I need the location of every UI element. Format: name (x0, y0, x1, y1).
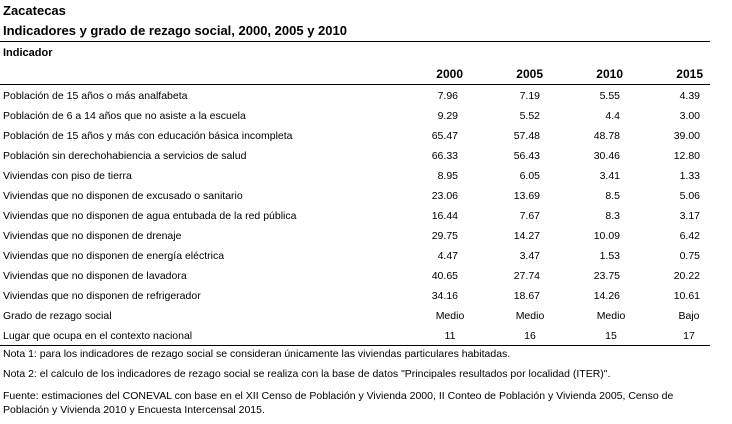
cell-value: Medio (515, 310, 545, 322)
indicator-column-header: Indicador (3, 47, 53, 59)
cell-value: 11 (444, 330, 456, 342)
rule-bottom (0, 345, 710, 346)
table-row-grado: Grado de rezago social Medio Medio Medio… (0, 306, 732, 326)
note-1: Nota 1: para los indicadores de rezago s… (3, 348, 511, 360)
year-header: 2000 (436, 67, 463, 81)
cell-value: 65.47 (431, 130, 458, 142)
cell-value: 7.19 (519, 90, 540, 102)
row-label: Viviendas que no disponen de drenaje (3, 230, 182, 242)
cell-value: 29.75 (431, 230, 458, 242)
cell-value: 56.43 (513, 150, 540, 162)
cell-value: 5.52 (519, 110, 540, 122)
cell-value: 48.78 (593, 130, 620, 142)
rule-top (0, 41, 710, 42)
cell-value: 18.67 (513, 290, 540, 302)
row-label: Población de 15 años o más analfabeta (3, 90, 188, 102)
cell-value: 10.61 (673, 290, 700, 302)
row-label: Población de 6 a 14 años que no asiste a… (3, 110, 246, 122)
year-header: 2015 (676, 67, 703, 81)
cell-value: 1.33 (679, 170, 700, 182)
table-row: Viviendas que no disponen de lavadora 40… (0, 266, 732, 286)
cell-value: 8.5 (605, 190, 620, 202)
cell-value: 17 (683, 330, 695, 342)
cell-value: 10.09 (593, 230, 620, 242)
cell-value: 23.06 (431, 190, 458, 202)
cell-value: 6.42 (679, 230, 700, 242)
table-row: Viviendas que no disponen de refrigerado… (0, 286, 732, 306)
note-2: Nota 2: el calculo de los indicadores de… (3, 368, 611, 380)
cell-value: 6.05 (519, 170, 540, 182)
table-row: Población de 15 años y más con educación… (0, 126, 732, 146)
source-note: Fuente: estimaciones del CONEVAL con bas… (3, 390, 674, 416)
cell-value: 57.48 (513, 130, 540, 142)
cell-value: 66.33 (431, 150, 458, 162)
cell-value: Medio (596, 310, 626, 322)
notes: Nota 1: para los indicadores de rezago s… (3, 347, 723, 417)
cell-value: 3.17 (679, 210, 700, 222)
row-label: Lugar que ocupa en el contexto nacional (3, 330, 193, 342)
row-label: Grado de rezago social (3, 310, 112, 322)
year-header-row: 2000 2005 2010 2015 (0, 66, 732, 82)
cell-value: 34.16 (431, 290, 458, 302)
rule-header (0, 84, 710, 85)
cell-value: 4.4 (605, 110, 620, 122)
row-label: Población sin derechohabiencia a servici… (3, 150, 247, 162)
cell-value: 13.69 (513, 190, 540, 202)
table-row: Población de 6 a 14 años que no asiste a… (0, 106, 732, 126)
cell-value: 5.06 (679, 190, 700, 202)
table-row: Viviendas que no disponen de energía elé… (0, 246, 732, 266)
cell-value: 39.00 (673, 130, 700, 142)
cell-value: 30.46 (593, 150, 620, 162)
cell-value: 20.22 (673, 270, 700, 282)
cell-value: 1.53 (599, 250, 620, 262)
cell-value: 3.41 (599, 170, 620, 182)
table-row: Viviendas que no disponen de excusado o … (0, 186, 732, 206)
row-label: Viviendas que no disponen de energía elé… (3, 250, 225, 262)
cell-value: 12.80 (673, 150, 700, 162)
cell-value: 23.75 (593, 270, 620, 282)
table-row-lugar: Lugar que ocupa en el contexto nacional … (0, 326, 732, 346)
page-title: Zacatecas (3, 3, 66, 18)
cell-value: 40.65 (431, 270, 458, 282)
table-row: Población sin derechohabiencia a servici… (0, 146, 732, 166)
page-subtitle: Indicadores y grado de rezago social, 20… (3, 23, 347, 38)
cell-value: Medio (435, 310, 465, 322)
row-label: Viviendas que no disponen de agua entuba… (3, 210, 297, 222)
row-label: Viviendas que no disponen de refrigerado… (3, 290, 201, 302)
cell-value: 15 (605, 330, 617, 342)
row-label: Viviendas que no disponen de excusado o … (3, 190, 243, 202)
cell-value: 27.74 (513, 270, 540, 282)
indicator-table: Población de 15 años o más analfabeta 7.… (0, 86, 732, 346)
cell-value: 4.47 (437, 250, 458, 262)
cell-value: 3.00 (679, 110, 700, 122)
cell-value: 8.95 (437, 170, 458, 182)
table-row: Viviendas que no disponen de agua entuba… (0, 206, 732, 226)
row-label: Viviendas que no disponen de lavadora (3, 270, 187, 282)
cell-value: 9.29 (437, 110, 458, 122)
cell-value: 14.27 (513, 230, 540, 242)
year-header: 2010 (596, 67, 623, 81)
row-label: Población de 15 años y más con educación… (3, 130, 293, 142)
cell-value: 8.3 (605, 210, 620, 222)
table-row: Viviendas con piso de tierra 8.95 6.05 3… (0, 166, 732, 186)
cell-value: 0.75 (679, 250, 700, 262)
table-row: Población de 15 años o más analfabeta 7.… (0, 86, 732, 106)
cell-value: 4.39 (679, 90, 700, 102)
cell-value: 14.26 (593, 290, 620, 302)
table-row: Viviendas que no disponen de drenaje 29.… (0, 226, 732, 246)
cell-value: 16 (524, 330, 536, 342)
cell-value: 5.55 (599, 90, 620, 102)
cell-value: Bajo (678, 310, 700, 322)
cell-value: 7.67 (519, 210, 540, 222)
year-header: 2005 (516, 67, 543, 81)
row-label: Viviendas con piso de tierra (3, 170, 132, 182)
cell-value: 3.47 (519, 250, 540, 262)
cell-value: 16.44 (431, 210, 458, 222)
cell-value: 7.96 (437, 90, 458, 102)
